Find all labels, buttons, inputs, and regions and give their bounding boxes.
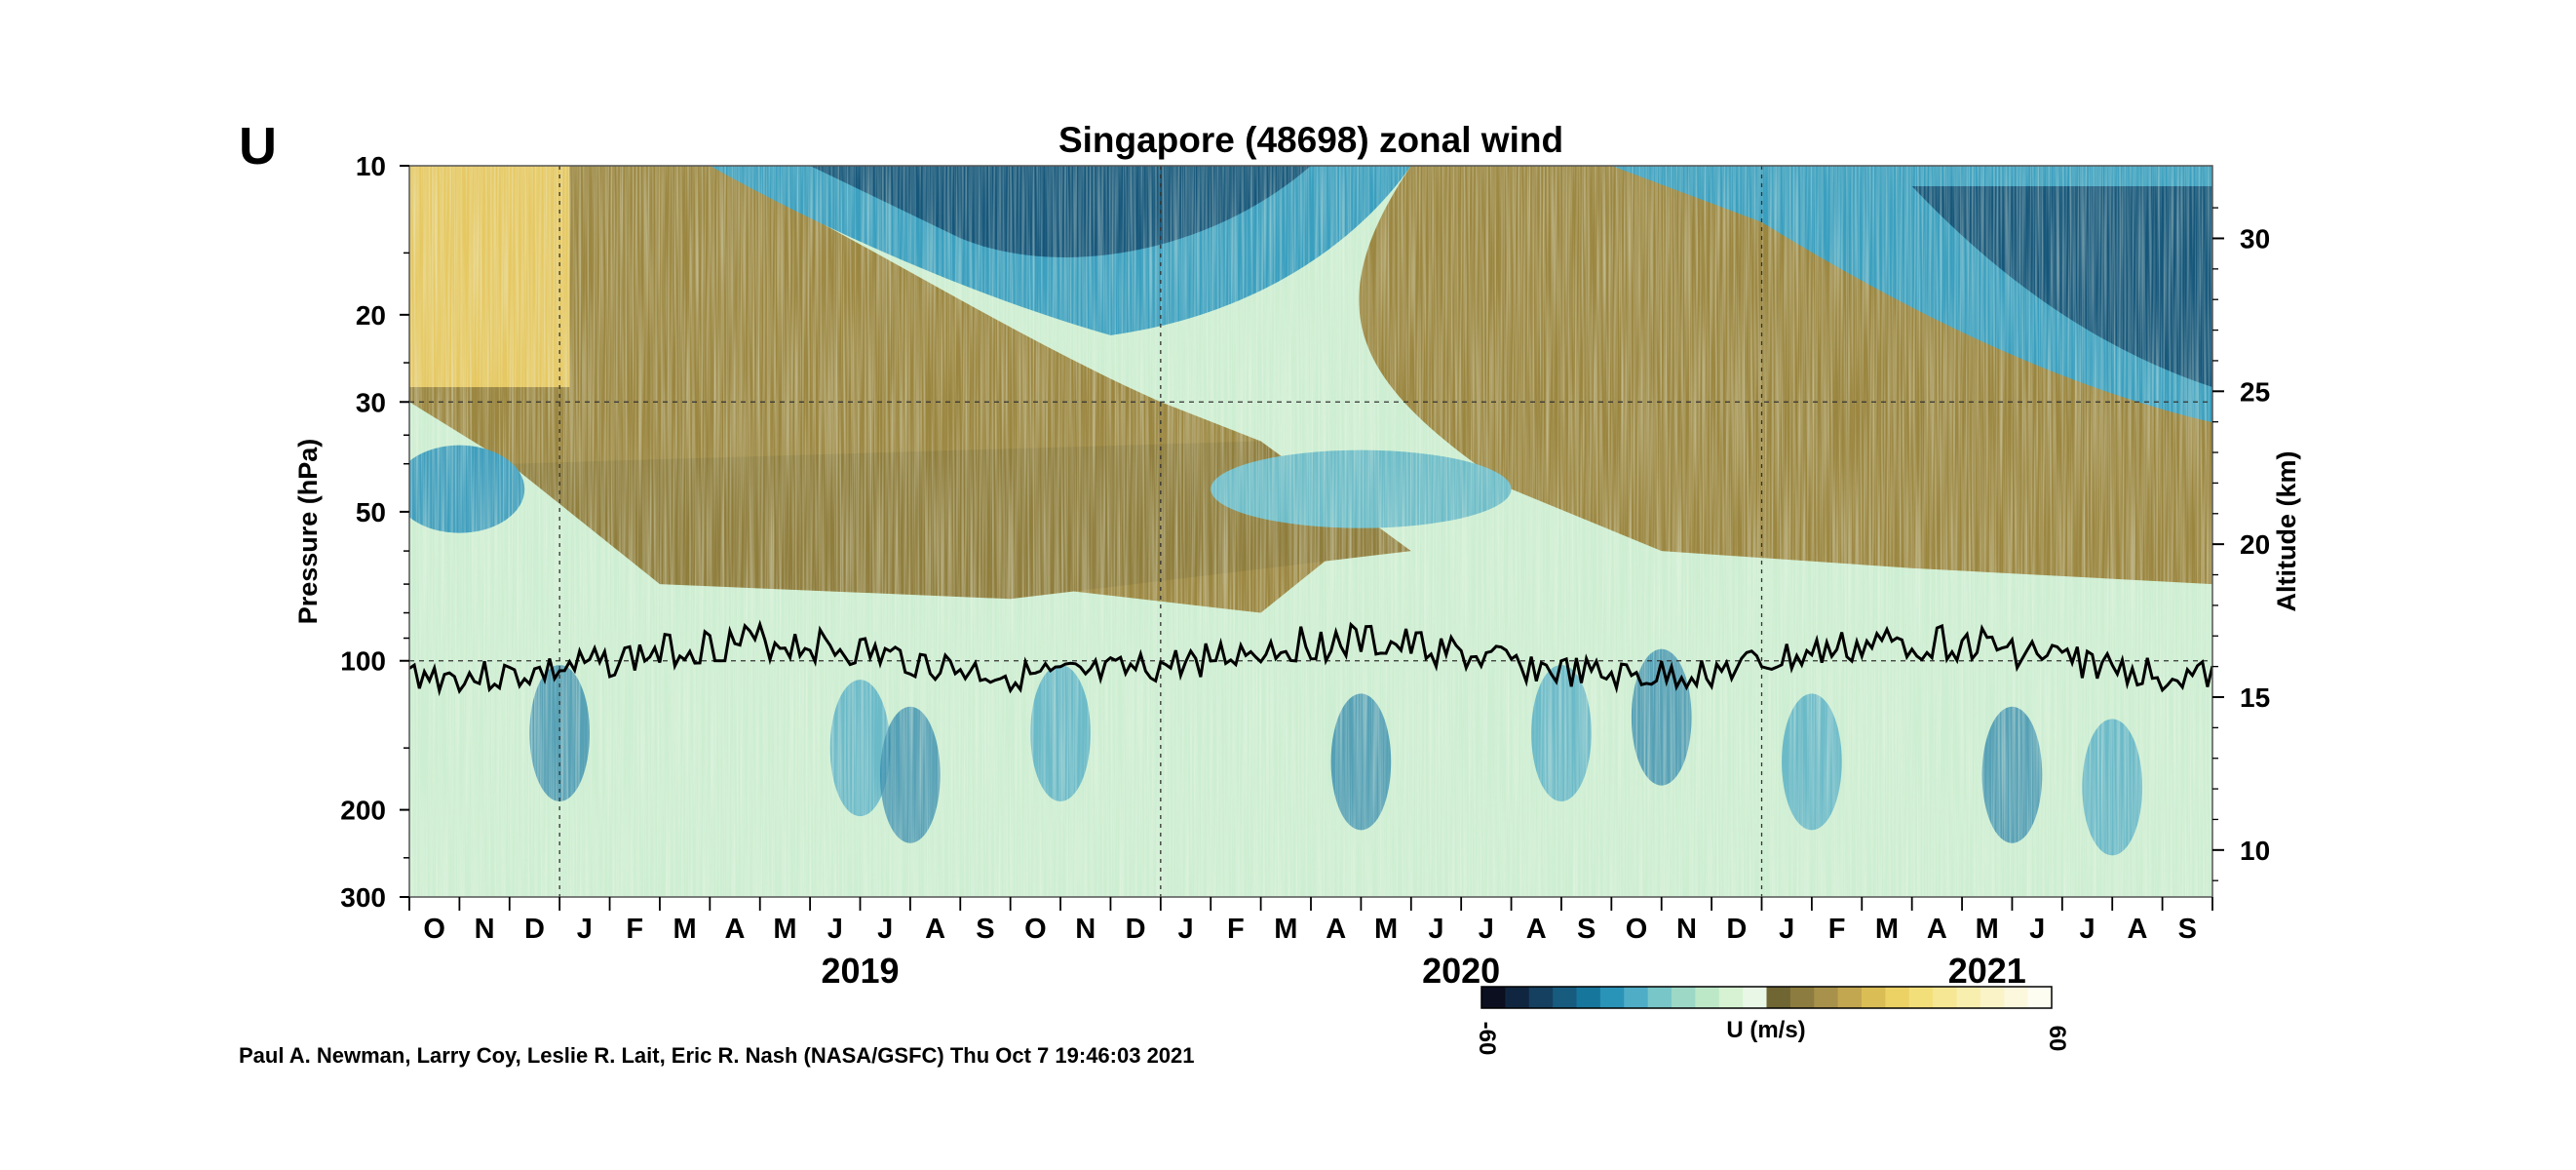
y2-tick-label: 25: [2240, 376, 2270, 407]
colorbar-swatch: [2004, 987, 2029, 1008]
colorbar-swatch: [1837, 987, 1863, 1008]
month-tick-label: M: [673, 914, 697, 945]
month-tick-label: J: [1177, 914, 1193, 945]
month-tick-label: J: [577, 914, 593, 945]
colorbar-swatch: [1599, 987, 1625, 1008]
month-tick-label: F: [1828, 914, 1846, 945]
y-tick-label: 10: [356, 151, 386, 181]
colorbar-swatch: [1553, 987, 1577, 1008]
colorbar-swatch: [1862, 987, 1886, 1008]
y2-tick-label: 30: [2240, 223, 2270, 254]
month-tick-label: J: [1428, 914, 1443, 945]
credit-line: Paul A. Newman, Larry Coy, Leslie R. Lai…: [239, 1043, 1195, 1068]
month-tick-label: A: [1326, 914, 1346, 945]
colorbar-swatch: [1956, 987, 1981, 1008]
y-axis-right: 30 25 20 15 10: [2212, 207, 2270, 881]
y-axis-label: Pressure (hPa): [293, 439, 323, 625]
month-tick-label: F: [1227, 914, 1245, 945]
month-tick-label: M: [1374, 914, 1398, 945]
month-tick-label: J: [2079, 914, 2095, 945]
colorbar-max-label: 60: [2044, 1026, 2070, 1052]
month-tick-label: O: [1024, 914, 1047, 945]
year-label: 2019: [821, 951, 899, 991]
year-label: 2021: [1948, 951, 2026, 991]
y2-tick-label: 20: [2240, 529, 2270, 560]
month-tick-label: N: [1075, 914, 1096, 945]
month-tick-label: S: [976, 914, 994, 945]
colorbar-swatch: [1481, 987, 1506, 1008]
colorbar-swatch: [1885, 987, 1910, 1008]
y-tick-label: 200: [340, 796, 386, 826]
month-tick-label: S: [1577, 914, 1596, 945]
month-tick-label: M: [1875, 914, 1899, 945]
y2-axis-label: Altitude (km): [2272, 451, 2301, 612]
y2-tick-label: 15: [2240, 682, 2270, 713]
x-axis: O N D J F M A M J J A S O N D J F M A M J J A S O N D J F M A M J J A S2019…: [408, 897, 2213, 991]
colorbar-swatch: [1718, 987, 1744, 1008]
plot-area: [409, 166, 2212, 897]
month-tick-label: D: [1126, 914, 1146, 945]
colorbar-swatch: [1576, 987, 1601, 1008]
month-tick-label: A: [2127, 914, 2147, 945]
colorbar-swatch: [2027, 987, 2053, 1008]
colorbar-label: U (m/s): [1726, 1017, 1805, 1043]
y-axis-left: 10 20 30 50 100 200 300: [340, 151, 409, 913]
y-tick-label: 300: [340, 882, 386, 913]
month-tick-label: D: [524, 914, 545, 945]
month-tick-label: D: [1726, 914, 1747, 945]
month-tick-label: J: [827, 914, 843, 945]
month-tick-label: M: [1274, 914, 1297, 945]
month-tick-label: N: [475, 914, 495, 945]
colorbar-swatch: [1980, 987, 2005, 1008]
month-tick-label: J: [1779, 914, 1794, 945]
colorbar-min-label: -60: [1474, 1022, 1500, 1056]
colorbar-swatch: [1647, 987, 1672, 1008]
colorbar-swatch: [1908, 987, 1934, 1008]
month-tick-label: J: [2029, 914, 2045, 945]
y2-tick-label: 10: [2240, 836, 2270, 866]
month-tick-label: M: [773, 914, 796, 945]
colorbar-swatch: [1766, 987, 1791, 1008]
month-tick-label: S: [2178, 914, 2197, 945]
month-tick-label: J: [877, 914, 893, 945]
year-label: 2020: [1422, 951, 1500, 991]
colorbar: [1480, 986, 2053, 1009]
month-tick-label: A: [925, 914, 945, 945]
colorbar-swatch: [1695, 987, 1720, 1008]
month-tick-label: A: [1526, 914, 1547, 945]
month-tick-label: J: [1479, 914, 1494, 945]
colorbar-swatch: [1814, 987, 1839, 1008]
month-tick-label: O: [423, 914, 445, 945]
colorbar-swatch: [1505, 987, 1530, 1008]
month-tick-label: A: [725, 914, 746, 945]
colorbar-swatch: [1933, 987, 1957, 1008]
colorbar-swatch: [1528, 987, 1554, 1008]
corner-label: U: [239, 117, 277, 176]
y-tick-label: 100: [340, 646, 386, 677]
month-tick-label: N: [1676, 914, 1697, 945]
tropopause-line: [409, 619, 2212, 697]
y-tick-label: 30: [356, 387, 386, 417]
chart-title: Singapore (48698) zonal wind: [1058, 120, 1563, 160]
month-tick-label: A: [1927, 914, 1947, 945]
colorbar-swatch: [1743, 987, 1767, 1008]
colorbar-swatch: [1672, 987, 1696, 1008]
month-tick-label: F: [626, 914, 643, 945]
y-tick-label: 20: [356, 300, 386, 331]
colorbar-swatch: [1624, 987, 1649, 1008]
y-tick-label: 50: [356, 497, 386, 527]
month-tick-label: O: [1626, 914, 1648, 945]
colorbar-swatch: [1789, 987, 1815, 1008]
month-tick-label: M: [1976, 914, 1999, 945]
